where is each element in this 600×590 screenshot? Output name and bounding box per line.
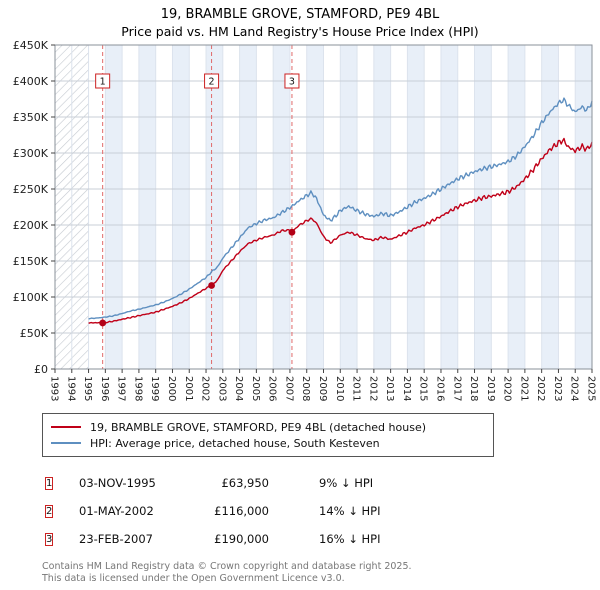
x-axis-label: 2016 — [434, 376, 445, 401]
sale-dot — [99, 319, 107, 327]
year-stripe — [440, 45, 458, 369]
x-axis-label: 2020 — [502, 376, 513, 401]
x-axis-label: 2023 — [552, 376, 563, 401]
price-chart: 1 2 3 £0 £50K £100K £150K £200K £250K £300K £350K £… — [13, 39, 597, 401]
transaction-marker-1: 1 — [45, 477, 54, 490]
transaction-marker-3: 3 — [45, 533, 54, 546]
x-axis-label: 1994 — [65, 376, 76, 401]
license-note: Contains HM Land Registry data © Crown c… — [42, 561, 600, 586]
sale-marker-number: 1 — [100, 77, 106, 88]
x-axis-label: 2011 — [351, 376, 362, 401]
x-axis-label: 1993 — [49, 376, 60, 401]
x-axis-label: 2024 — [569, 376, 580, 401]
x-axis-label: 2000 — [166, 376, 177, 401]
x-axis-label: 2006 — [267, 376, 278, 401]
x-axis-label: 1997 — [116, 376, 127, 401]
y-axis-label: £250K — [13, 183, 49, 196]
year-stripe — [138, 45, 156, 369]
legend: 19, BRAMBLE GROVE, STAMFORD, PE9 4BL (de… — [42, 413, 494, 457]
transaction-date: 03-NOV-1995 — [79, 476, 156, 490]
x-axis-label: 2002 — [200, 376, 211, 401]
x-axis-label: 2015 — [418, 376, 429, 401]
license-line-2: This data is licensed under the Open Gov… — [42, 573, 345, 585]
sale-marker-box — [95, 73, 111, 89]
year-stripe — [340, 45, 358, 369]
license-line-1: Contains HM Land Registry data © Crown c… — [42, 561, 412, 572]
transaction-date: 23-FEB-2007 — [79, 532, 153, 546]
y-axis-label: £100K — [13, 291, 49, 304]
x-axis-label: 2003 — [216, 376, 227, 401]
sale-dot — [208, 282, 215, 289]
transaction-price: £116,000 — [214, 504, 269, 518]
x-axis-label: 2008 — [300, 376, 311, 401]
x-axis-label: 2019 — [485, 376, 496, 401]
transaction-row: 2 01-MAY-2002 £116,000 14% ↓ HPI — [45, 497, 600, 525]
year-stripe — [172, 45, 190, 369]
transaction-price: £63,950 — [221, 476, 269, 490]
x-axis-label: 2005 — [250, 376, 261, 401]
x-axis-label: 2012 — [367, 376, 378, 401]
transaction-row: 3 23-FEB-2007 £190,000 16% ↓ HPI — [45, 525, 600, 553]
sale-marker-number: 3 — [289, 77, 295, 88]
transaction-hpi-delta: 14% ↓ HPI — [319, 504, 381, 518]
transactions-table: 1 03-NOV-1995 £63,950 9% ↓ HPI 2 01-MAY-… — [45, 469, 600, 553]
year-stripe — [105, 45, 123, 369]
legend-item-hpi: HPI: Average price, detached house, Sout… — [51, 435, 485, 451]
legend-item-property: 19, BRAMBLE GROVE, STAMFORD, PE9 4BL (de… — [51, 419, 485, 435]
chart-subtitle: Price paid vs. HM Land Registry's House … — [121, 24, 479, 39]
year-stripe — [373, 45, 391, 369]
year-stripe — [239, 45, 257, 369]
year-stripe — [541, 45, 559, 369]
y-axis-label: £300K — [13, 147, 49, 160]
x-axis-label: 2007 — [283, 376, 294, 401]
year-stripe — [407, 45, 425, 369]
hpi-series-swatch — [51, 442, 81, 444]
x-axis-label: 1995 — [82, 376, 93, 401]
x-axis-label: 1998 — [132, 376, 143, 401]
x-axis-label: 2010 — [334, 376, 345, 401]
year-stripe — [273, 45, 290, 369]
year-stripe — [306, 45, 324, 369]
year-stripe — [206, 45, 223, 369]
y-axis-label: £350K — [13, 111, 49, 124]
transaction-price: £190,000 — [214, 532, 269, 546]
hpi-line — [88, 97, 593, 320]
x-axis-label: 2009 — [317, 376, 328, 401]
x-axis-label: 2004 — [233, 376, 244, 401]
y-axis-label: £150K — [13, 255, 49, 268]
chart-title: 19, BRAMBLE GROVE, STAMFORD, PE9 4BL — [160, 7, 440, 22]
x-axis-label: 1996 — [99, 376, 110, 401]
x-axis-label: 2001 — [183, 376, 194, 401]
transaction-hpi-delta: 16% ↓ HPI — [319, 532, 381, 546]
legend-label-property: 19, BRAMBLE GROVE, STAMFORD, PE9 4BL (de… — [90, 420, 426, 434]
y-axis-label: £400K — [13, 75, 49, 88]
x-axis-label: 2021 — [518, 376, 529, 401]
y-axis-label: £50K — [20, 327, 49, 340]
property-price-line — [88, 137, 593, 324]
year-stripe — [575, 45, 592, 369]
x-axis-label: 2017 — [451, 376, 462, 401]
x-axis-label: 2022 — [535, 376, 546, 401]
x-axis-label: 2025 — [586, 376, 597, 401]
sale-dot — [288, 228, 296, 236]
y-axis-label: £0 — [34, 363, 48, 376]
year-stripe — [508, 45, 525, 369]
sale-marker-box — [204, 73, 220, 89]
y-axis-label: £450K — [13, 39, 49, 52]
x-axis-label: 2013 — [384, 376, 395, 401]
property-series-swatch — [51, 426, 81, 428]
year-stripe — [474, 45, 492, 369]
transaction-row: 1 03-NOV-1995 £63,950 9% ↓ HPI — [45, 469, 600, 497]
legend-label-hpi: HPI: Average price, detached house, Sout… — [90, 436, 380, 450]
sale-marker-number: 2 — [209, 77, 215, 88]
y-axis-label: £200K — [13, 219, 49, 232]
transaction-marker-2: 2 — [45, 505, 54, 518]
x-axis-label: 1999 — [149, 376, 160, 401]
x-axis-label: 2018 — [468, 376, 479, 401]
transaction-hpi-delta: 9% ↓ HPI — [319, 476, 374, 490]
transaction-date: 01-MAY-2002 — [79, 504, 154, 518]
sale-marker-box — [284, 73, 300, 89]
x-axis-label: 2014 — [401, 376, 412, 401]
